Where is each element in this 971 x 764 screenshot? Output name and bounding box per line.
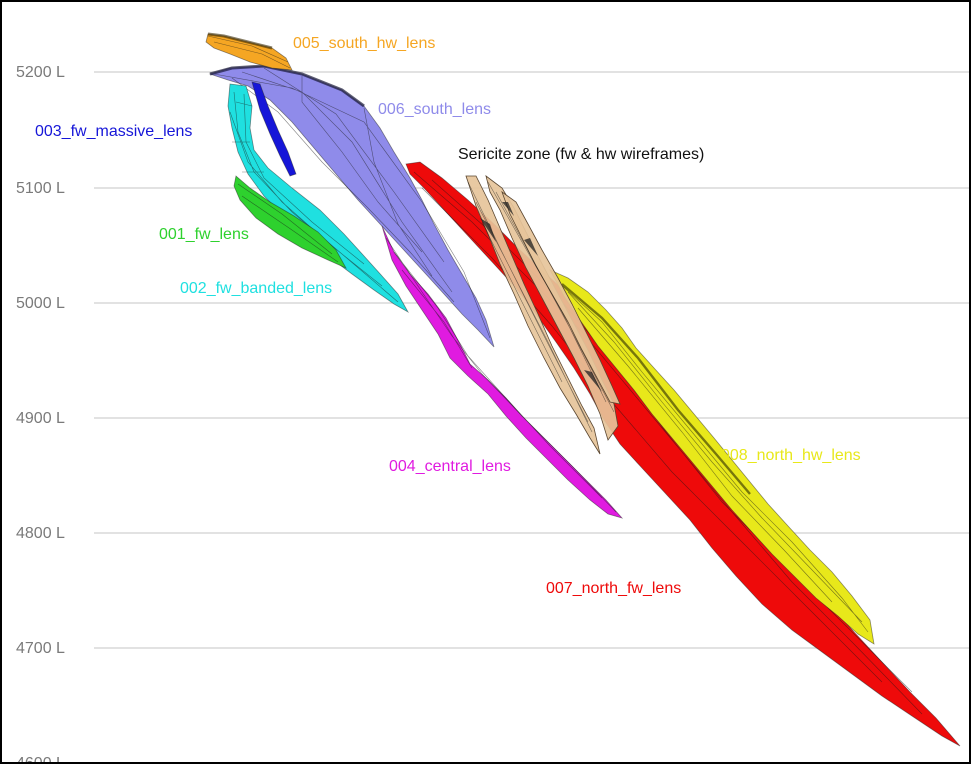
level-label-5200: 5200 L bbox=[16, 64, 65, 81]
label-007-north-fw-lens: 007_north_fw_lens bbox=[546, 580, 681, 597]
lens-002-fw-banded bbox=[227, 83, 410, 314]
label-006-south-lens: 006_south_lens bbox=[378, 101, 491, 118]
lens-004-central bbox=[381, 225, 624, 519]
level-label-4700: 4700 L bbox=[16, 640, 65, 657]
level-label-5000: 5000 L bbox=[16, 295, 65, 312]
lens-006-south bbox=[208, 64, 495, 348]
label-004-central-lens: 004_central_lens bbox=[389, 458, 511, 475]
level-label-5100: 5100 L bbox=[16, 180, 65, 197]
level-label-4900: 4900 L bbox=[16, 410, 65, 427]
label-005-south-hw-lens: 005_south_hw_lens bbox=[293, 35, 435, 52]
lens-005-south-hw bbox=[205, 32, 293, 71]
label-003-fw-massive-lens: 003_fw_massive_lens bbox=[35, 123, 192, 140]
lens-001-fw bbox=[233, 175, 347, 269]
lens-007-north-fw bbox=[405, 161, 961, 747]
label-002-fw-banded-lens: 002_fw_banded_lens bbox=[180, 280, 332, 297]
level-label-4600: 4600 L bbox=[16, 755, 65, 764]
label-001-fw-lens: 001_fw_lens bbox=[159, 226, 249, 243]
level-label-4800: 4800 L bbox=[16, 525, 65, 542]
lens-003-fw-massive bbox=[251, 81, 297, 177]
label-008-north-hw-lens: 008_north_hw_lens bbox=[721, 447, 861, 464]
label-sericite-zone: Sericite zone (fw & hw wireframes) bbox=[458, 146, 704, 163]
lens-008-north-hw bbox=[549, 269, 875, 645]
sericite-zone-wireframes bbox=[465, 175, 621, 455]
